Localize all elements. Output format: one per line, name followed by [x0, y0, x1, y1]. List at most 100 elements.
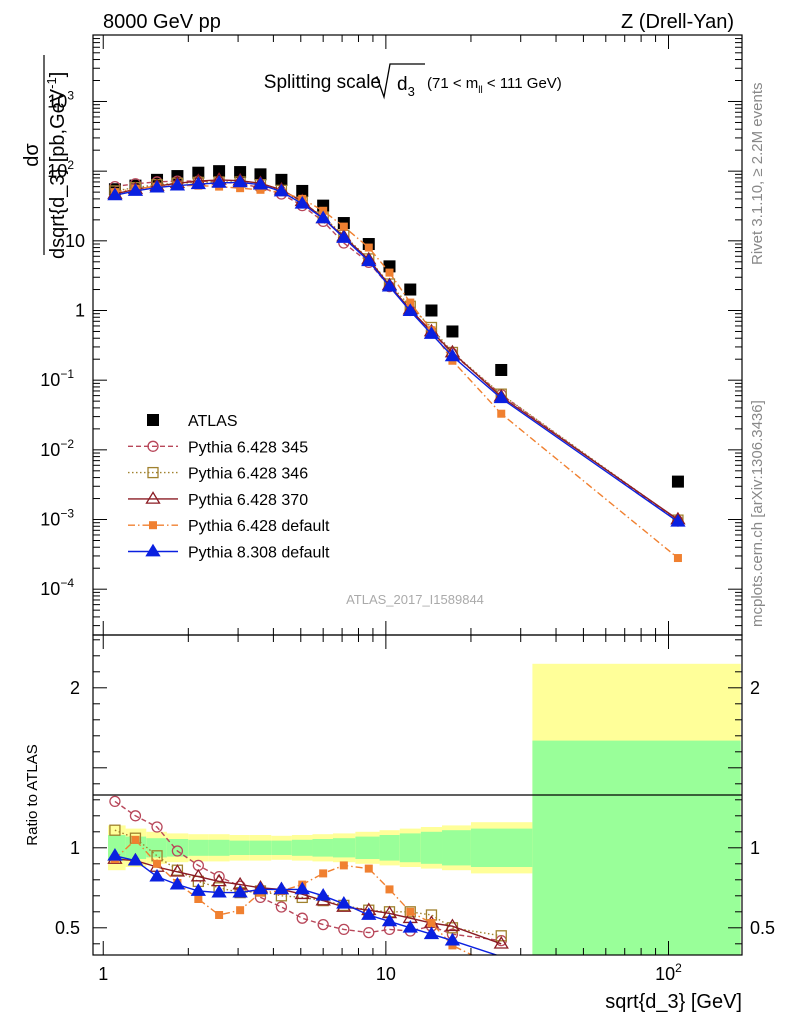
legend-item: ATLAS [147, 413, 238, 430]
chart-title: Splitting scale d3 (71 < mll < 111 GeV) [264, 63, 562, 100]
y-axis-label: dσ dsqrt{d_3} [pb,GeV-1] [21, 55, 69, 259]
ratio-band-inner [442, 830, 471, 866]
data-point [425, 304, 438, 317]
ratio-band-inner [166, 839, 189, 857]
ratio-point [319, 869, 328, 878]
ratio-band-inner [271, 840, 292, 855]
data-point [107, 187, 123, 201]
ratio-point [427, 919, 436, 927]
data-point [404, 283, 417, 296]
sqrt-symbol [371, 63, 425, 100]
header-right: Z (Drell-Yan) [621, 11, 734, 33]
ratio-point [236, 906, 245, 915]
data-point [497, 409, 506, 418]
ratio-plot-frame [92, 634, 743, 956]
y-tick-label: 10−2 [40, 437, 74, 460]
legend-marker [145, 543, 161, 557]
legend-marker [145, 491, 161, 504]
ratio-point [338, 923, 350, 936]
data-point [402, 303, 418, 316]
x-tick-label: 1 [98, 964, 108, 984]
data-point [495, 363, 508, 376]
legend-marker [147, 440, 159, 452]
y-tick-label: 10−4 [40, 576, 74, 599]
ratio-point [190, 883, 206, 896]
ratio-y-tick-label-right: 0.5 [750, 918, 775, 938]
ratio-point [149, 868, 165, 882]
data-point [169, 177, 186, 191]
ratio-point [402, 920, 418, 933]
ratio-point [339, 861, 348, 870]
data-point [236, 184, 245, 193]
x-tick-label: 102 [655, 961, 682, 984]
ratio-point [194, 895, 203, 903]
legend-marker [147, 414, 159, 426]
y-tick-label: 10−3 [40, 507, 74, 530]
legend-label: Pythia 6.428 default [188, 518, 330, 535]
x-tick-label: 10 [376, 964, 396, 984]
ratio-band-inner [291, 839, 313, 856]
legend-label: Pythia 8.308 default [188, 545, 330, 562]
ratio-point [495, 930, 507, 942]
ratio-y-tick-label-right: 1 [750, 838, 760, 858]
ratio-point [109, 824, 121, 836]
data-point [294, 196, 310, 209]
ratio-point [315, 888, 331, 901]
legend-item: Pythia 6.428 345 [128, 439, 308, 456]
data-point [444, 348, 461, 362]
ratio-point [273, 881, 290, 895]
data-point [671, 475, 684, 488]
ratio-band-inner [249, 840, 272, 855]
y-tick-label: 102 [47, 158, 74, 181]
legend-item: Pythia 8.308 default [128, 543, 330, 562]
data-point [385, 268, 394, 277]
data-point [256, 185, 265, 194]
ratio-point [444, 932, 461, 946]
ratio-point [127, 852, 144, 866]
ratio-point [131, 835, 140, 844]
legend-label: ATLAS [188, 413, 238, 430]
ratio-point [169, 864, 186, 877]
ratio-point [294, 881, 310, 895]
legend-marker [149, 521, 157, 530]
ratio-point [317, 918, 329, 931]
ratio-band-inner [188, 839, 209, 856]
legend-label: Pythia 6.428 346 [188, 466, 308, 483]
data-point [364, 243, 373, 252]
ratio-point [385, 885, 394, 894]
ratio-point [296, 912, 308, 924]
legend-marker [147, 466, 159, 479]
x-axis-label: sqrt{d_3} [GeV] [605, 991, 742, 1013]
ratio-point [275, 901, 288, 913]
y-axis-label-den: dsqrt{d_3} [pb,GeV-1] [44, 72, 69, 259]
legend-item: Pythia 6.428 default [128, 518, 330, 535]
data-point [423, 326, 440, 339]
chart-title-text: Splitting scale [264, 72, 381, 93]
y-tick-label: 10 [65, 231, 85, 251]
y-tick-label: 10−1 [40, 367, 74, 390]
data-point [315, 210, 331, 224]
main-series-layer [107, 165, 686, 563]
ratio-band-inner [470, 828, 533, 867]
ratio-point [444, 918, 461, 932]
ratio-point [361, 907, 377, 920]
ratio-series-layer [107, 795, 509, 955]
ratio-point [336, 896, 352, 909]
ratio-point [363, 926, 375, 939]
data-point [273, 183, 290, 197]
data-point [232, 174, 248, 188]
y-tick-label: 103 [47, 88, 74, 111]
data-point [211, 175, 227, 188]
ratio-point [107, 848, 123, 861]
data-point [339, 222, 348, 231]
ratio-point [425, 909, 438, 921]
legend-label: Pythia 6.428 370 [188, 492, 308, 509]
data-point [381, 278, 398, 292]
side-label-rivet: Rivet 3.1.10, ≥ 2.2M events [749, 83, 766, 266]
y-axis-label-num: dσ [21, 143, 43, 167]
ratio-y-tick-label-right: 2 [750, 678, 760, 698]
data-point [252, 176, 269, 190]
ratio-band-inner [379, 835, 400, 861]
data-point [275, 173, 288, 186]
side-label-mcplots: mcplots.cern.ch [arXiv:1306.3436] [749, 400, 766, 627]
